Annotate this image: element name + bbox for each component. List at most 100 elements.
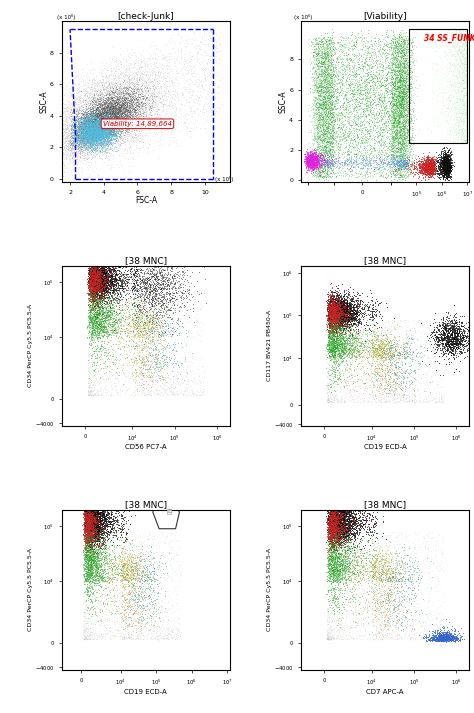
Point (380, 118, 387, 129)
Point (141, 80, 149, 91)
Point (103, 130, 110, 141)
Point (395, 334, 403, 345)
Point (332, 564, 339, 575)
Point (151, 632, 159, 644)
Point (396, 568, 404, 579)
Point (85, 102, 93, 113)
Point (324, 567, 332, 578)
Point (318, 118, 326, 130)
Point (449, 322, 456, 334)
Point (422, 635, 430, 646)
Point (312, 110, 319, 121)
Point (100, 86, 108, 98)
Point (83, 511, 91, 522)
Point (369, 529, 376, 540)
Point (419, 162, 427, 173)
Point (374, 381, 381, 393)
Point (94, 257, 102, 269)
Point (438, 155, 446, 166)
Point (446, 165, 453, 177)
Point (409, 614, 416, 625)
Point (327, 527, 335, 538)
Point (85, 262, 93, 273)
Point (467, 327, 474, 338)
Point (82, 563, 90, 575)
Point (410, 630, 418, 641)
Point (336, 109, 343, 120)
Point (329, 351, 337, 362)
Point (89, 548, 97, 559)
Point (355, 292, 362, 304)
Point (392, 366, 400, 378)
Point (67, 138, 74, 149)
Point (326, 45, 334, 56)
Point (90, 120, 98, 131)
Point (129, 112, 137, 123)
Point (410, 617, 417, 628)
Point (379, 170, 387, 182)
Point (77, 131, 84, 143)
Point (89, 282, 97, 294)
Point (137, 82, 144, 93)
Point (129, 80, 137, 91)
Point (100, 127, 107, 138)
Point (327, 309, 334, 320)
Point (160, 620, 167, 632)
Point (88, 297, 95, 309)
Point (67, 130, 74, 141)
Point (96, 275, 104, 286)
Point (377, 78, 384, 89)
Point (380, 563, 388, 575)
Point (123, 105, 131, 116)
Point (403, 558, 411, 570)
Point (369, 341, 376, 352)
Point (97, 272, 105, 284)
Point (201, 385, 208, 396)
Point (312, 170, 320, 182)
Point (342, 302, 349, 314)
Point (321, 71, 329, 82)
Point (134, 265, 142, 277)
Point (385, 605, 392, 616)
Point (91, 119, 98, 130)
Point (401, 563, 409, 574)
Point (143, 379, 151, 391)
Point (103, 129, 110, 140)
Point (330, 595, 338, 606)
Point (386, 371, 394, 382)
Point (160, 359, 168, 371)
Point (87, 560, 95, 572)
Point (330, 76, 338, 87)
Point (403, 91, 410, 103)
Point (405, 165, 412, 176)
Point (107, 98, 115, 109)
Point (444, 157, 451, 168)
Point (207, 88, 214, 99)
Point (325, 624, 333, 635)
Point (393, 76, 401, 88)
Point (128, 565, 136, 576)
Point (441, 169, 448, 180)
Point (97, 122, 104, 133)
Point (350, 341, 358, 352)
Point (79, 120, 87, 131)
Point (147, 600, 155, 611)
Point (143, 317, 150, 329)
Point (331, 292, 338, 304)
Point (329, 381, 337, 392)
Point (80, 123, 88, 134)
Point (91, 261, 99, 272)
Point (149, 322, 156, 334)
Point (341, 307, 349, 319)
Point (93, 504, 101, 515)
Point (131, 377, 139, 389)
Point (84, 118, 92, 130)
Point (336, 563, 344, 575)
Point (125, 99, 132, 111)
Point (331, 313, 338, 324)
Point (333, 529, 341, 540)
Point (114, 332, 121, 344)
Point (79, 559, 87, 570)
Point (404, 74, 412, 86)
Point (313, 96, 320, 108)
